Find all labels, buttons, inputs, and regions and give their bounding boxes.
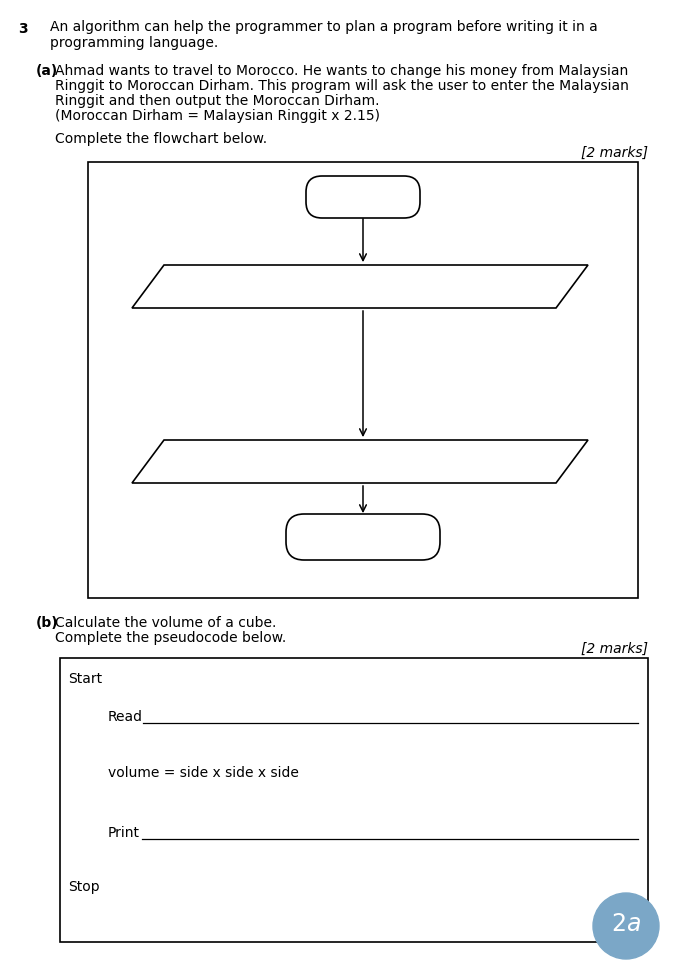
Text: Stop: Stop	[68, 880, 100, 894]
Text: Ringgit to Moroccan Dirham. This program will ask the user to enter the Malaysia: Ringgit to Moroccan Dirham. This program…	[55, 79, 629, 93]
Text: $\mathit{2a}$: $\mathit{2a}$	[611, 912, 641, 936]
Text: (b): (b)	[36, 616, 58, 630]
Text: Calculate the volume of a cube.: Calculate the volume of a cube.	[55, 616, 276, 630]
Text: Ahmad wants to travel to Morocco. He wants to change his money from Malaysian: Ahmad wants to travel to Morocco. He wan…	[55, 64, 628, 78]
Polygon shape	[132, 440, 588, 483]
Text: (Moroccan Dirham = Malaysian Ringgit x 2.15): (Moroccan Dirham = Malaysian Ringgit x 2…	[55, 109, 380, 123]
Text: Read: Read	[108, 710, 143, 724]
Text: [2 marks]: [2 marks]	[581, 642, 648, 656]
Text: [2 marks]: [2 marks]	[581, 146, 648, 160]
Text: Start: Start	[68, 672, 102, 686]
Bar	[60, 658, 648, 942]
Text: An algorithm can help the programmer to plan a program before writing it in a: An algorithm can help the programmer to …	[50, 20, 598, 34]
Text: 3: 3	[18, 22, 28, 36]
FancyBboxPatch shape	[286, 514, 440, 560]
Polygon shape	[132, 265, 588, 308]
Text: Complete the pseudocode below.: Complete the pseudocode below.	[55, 631, 287, 645]
Text: (a): (a)	[36, 64, 58, 78]
FancyBboxPatch shape	[306, 176, 420, 218]
Text: Print: Print	[108, 826, 140, 840]
Text: Complete the flowchart below.: Complete the flowchart below.	[55, 132, 267, 146]
Text: volume = side x side x side: volume = side x side x side	[108, 766, 299, 780]
Circle shape	[593, 893, 659, 959]
Text: programming language.: programming language.	[50, 36, 218, 50]
Text: Ringgit and then output the Moroccan Dirham.: Ringgit and then output the Moroccan Dir…	[55, 94, 380, 108]
Bar	[88, 162, 638, 598]
